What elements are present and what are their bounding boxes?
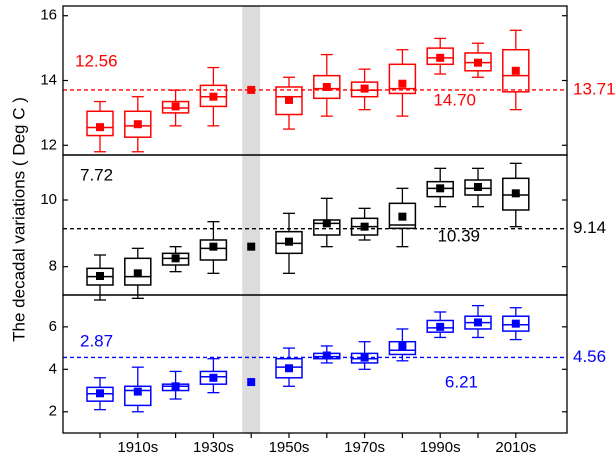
box <box>275 357 303 379</box>
mean-marker <box>511 319 520 328</box>
y-tick-label: 8 <box>49 258 57 275</box>
mean-marker <box>285 95 293 104</box>
box <box>388 202 417 230</box>
mean-marker <box>322 82 331 91</box>
mean-marker <box>436 184 445 193</box>
mean-marker <box>133 120 142 129</box>
mean-marker <box>209 92 218 101</box>
box <box>502 48 530 93</box>
mean-marker <box>209 373 218 382</box>
y-tick-label: 6 <box>49 318 57 335</box>
box <box>199 239 228 261</box>
mean-marker <box>133 387 142 396</box>
mean-marker <box>322 219 331 228</box>
box <box>161 100 190 114</box>
mean-marker <box>436 322 445 331</box>
annotation: 10.39 <box>437 226 480 245</box>
box <box>502 177 530 211</box>
box <box>199 84 228 108</box>
box <box>275 86 303 116</box>
box <box>124 257 152 286</box>
box <box>124 385 152 407</box>
mean-marker <box>474 183 482 191</box>
mean-line-label: 4.56 <box>573 347 606 366</box>
mean-marker <box>285 237 293 246</box>
mean-marker <box>247 85 256 94</box>
mean-marker <box>474 58 482 67</box>
mean-marker <box>209 242 218 251</box>
x-tick-label: 1990s <box>420 439 461 456</box>
box <box>86 110 114 137</box>
y-tick-label: 10 <box>40 191 57 208</box>
highlight-band <box>242 6 261 433</box>
mean-marker <box>171 382 180 391</box>
box <box>388 340 417 356</box>
mean-marker <box>247 378 256 387</box>
box <box>124 110 152 138</box>
y-tick-label: 4 <box>49 360 57 377</box>
box <box>199 370 228 385</box>
box <box>426 319 454 333</box>
annotation: 7.72 <box>80 165 113 184</box>
mean-marker <box>285 364 293 373</box>
box <box>464 179 492 196</box>
box <box>388 63 417 95</box>
x-tick-label: 1930s <box>193 439 234 456</box>
mean-marker <box>247 242 256 251</box>
mean-marker <box>133 269 142 278</box>
mean-marker <box>511 189 520 198</box>
annotation: 6.21 <box>445 372 478 391</box>
box <box>350 81 379 98</box>
y-tick-label: 16 <box>40 7 57 24</box>
mean-marker <box>171 102 180 111</box>
mean-marker <box>360 222 369 231</box>
annotation: 2.87 <box>80 331 113 350</box>
box <box>464 52 492 72</box>
box <box>426 47 454 66</box>
mean-line-label: 9.14 <box>573 218 606 237</box>
mean-marker <box>436 53 445 62</box>
mean-marker <box>398 212 407 221</box>
mean-marker <box>360 84 369 93</box>
box <box>275 230 303 255</box>
mean-marker <box>171 254 180 263</box>
annotation: 14.70 <box>433 90 476 109</box>
box <box>502 315 530 332</box>
box <box>426 180 454 198</box>
mean-marker <box>511 66 520 75</box>
mean-line-label: 13.71 <box>573 79 615 98</box>
y-axis-label: The decadal variations ( Deg C ) <box>9 97 28 342</box>
x-tick-label: 1950s <box>269 439 310 456</box>
panel-frame <box>62 294 568 434</box>
x-tick-label: 1910s <box>117 439 158 456</box>
annotation: 12.56 <box>75 51 118 70</box>
mean-marker <box>474 318 482 327</box>
x-tick-label: 2010s <box>495 439 536 456</box>
mean-marker <box>96 272 104 280</box>
panel-frame <box>62 5 568 156</box>
y-tick-label: 14 <box>40 71 57 88</box>
y-tick-label: 12 <box>40 136 57 153</box>
mean-marker <box>360 353 369 362</box>
mean-marker <box>398 79 407 88</box>
y-tick-label: 2 <box>49 403 57 420</box>
mean-marker <box>322 351 331 360</box>
box <box>161 252 190 266</box>
x-tick-label: 1970s <box>344 439 385 456</box>
mean-marker <box>96 123 104 132</box>
mean-marker <box>96 389 104 398</box>
mean-marker <box>398 341 407 350</box>
box <box>313 74 341 100</box>
